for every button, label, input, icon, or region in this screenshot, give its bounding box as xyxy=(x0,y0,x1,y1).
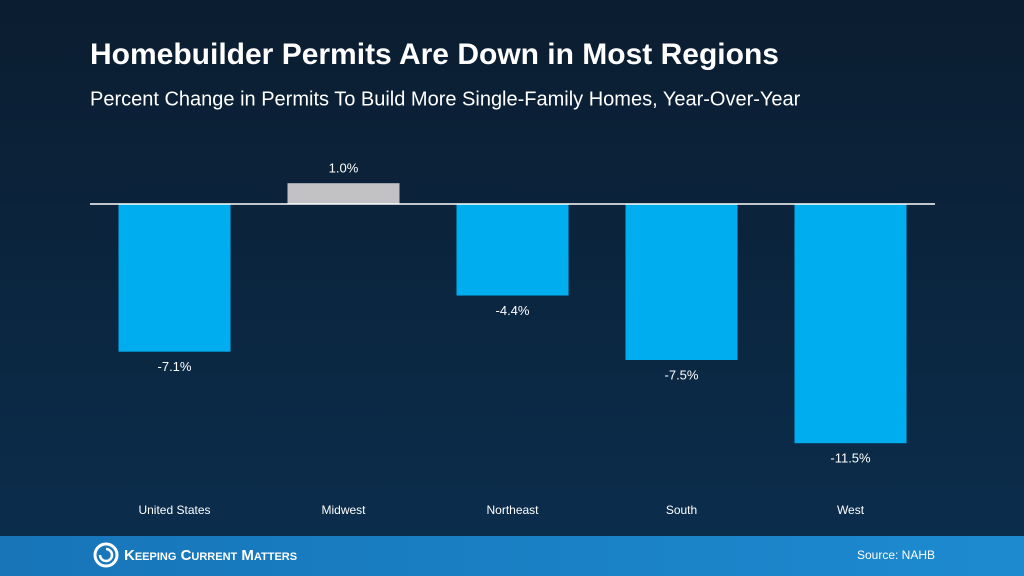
bar xyxy=(287,183,400,204)
bar xyxy=(794,204,907,444)
value-label: -11.5% xyxy=(830,451,871,466)
x-tick-label: West xyxy=(837,503,865,517)
footer-band xyxy=(0,536,1024,576)
x-tick-label: Northeast xyxy=(486,503,539,517)
value-label: 1.0% xyxy=(329,161,359,176)
x-tick-label: Midwest xyxy=(321,503,366,517)
chart-subtitle: Percent Change in Permits To Build More … xyxy=(90,88,801,110)
chart-title: Homebuilder Permits Are Down in Most Reg… xyxy=(90,38,779,71)
bar xyxy=(625,204,738,360)
value-label: -4.4% xyxy=(496,303,530,318)
source: Source: NAHB xyxy=(857,548,935,562)
x-tick-label: United States xyxy=(138,503,210,517)
x-tick-label: South xyxy=(666,503,697,517)
bar xyxy=(456,204,569,296)
value-label: -7.5% xyxy=(665,367,699,382)
logo-icon xyxy=(93,542,119,568)
brand: Keeping Current Matters xyxy=(124,547,297,564)
value-label: -7.1% xyxy=(158,359,192,374)
bar xyxy=(118,204,231,352)
